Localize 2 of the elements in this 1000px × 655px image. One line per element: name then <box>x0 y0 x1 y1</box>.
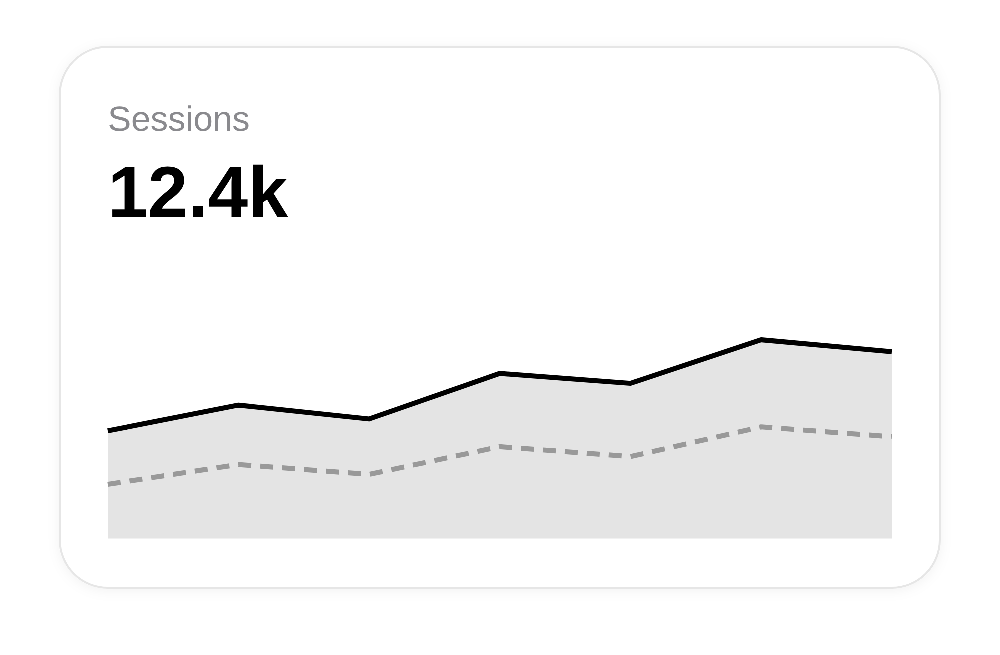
chart-title: Sessions <box>108 100 250 139</box>
chart-subtitle: 12.4k <box>108 153 290 233</box>
